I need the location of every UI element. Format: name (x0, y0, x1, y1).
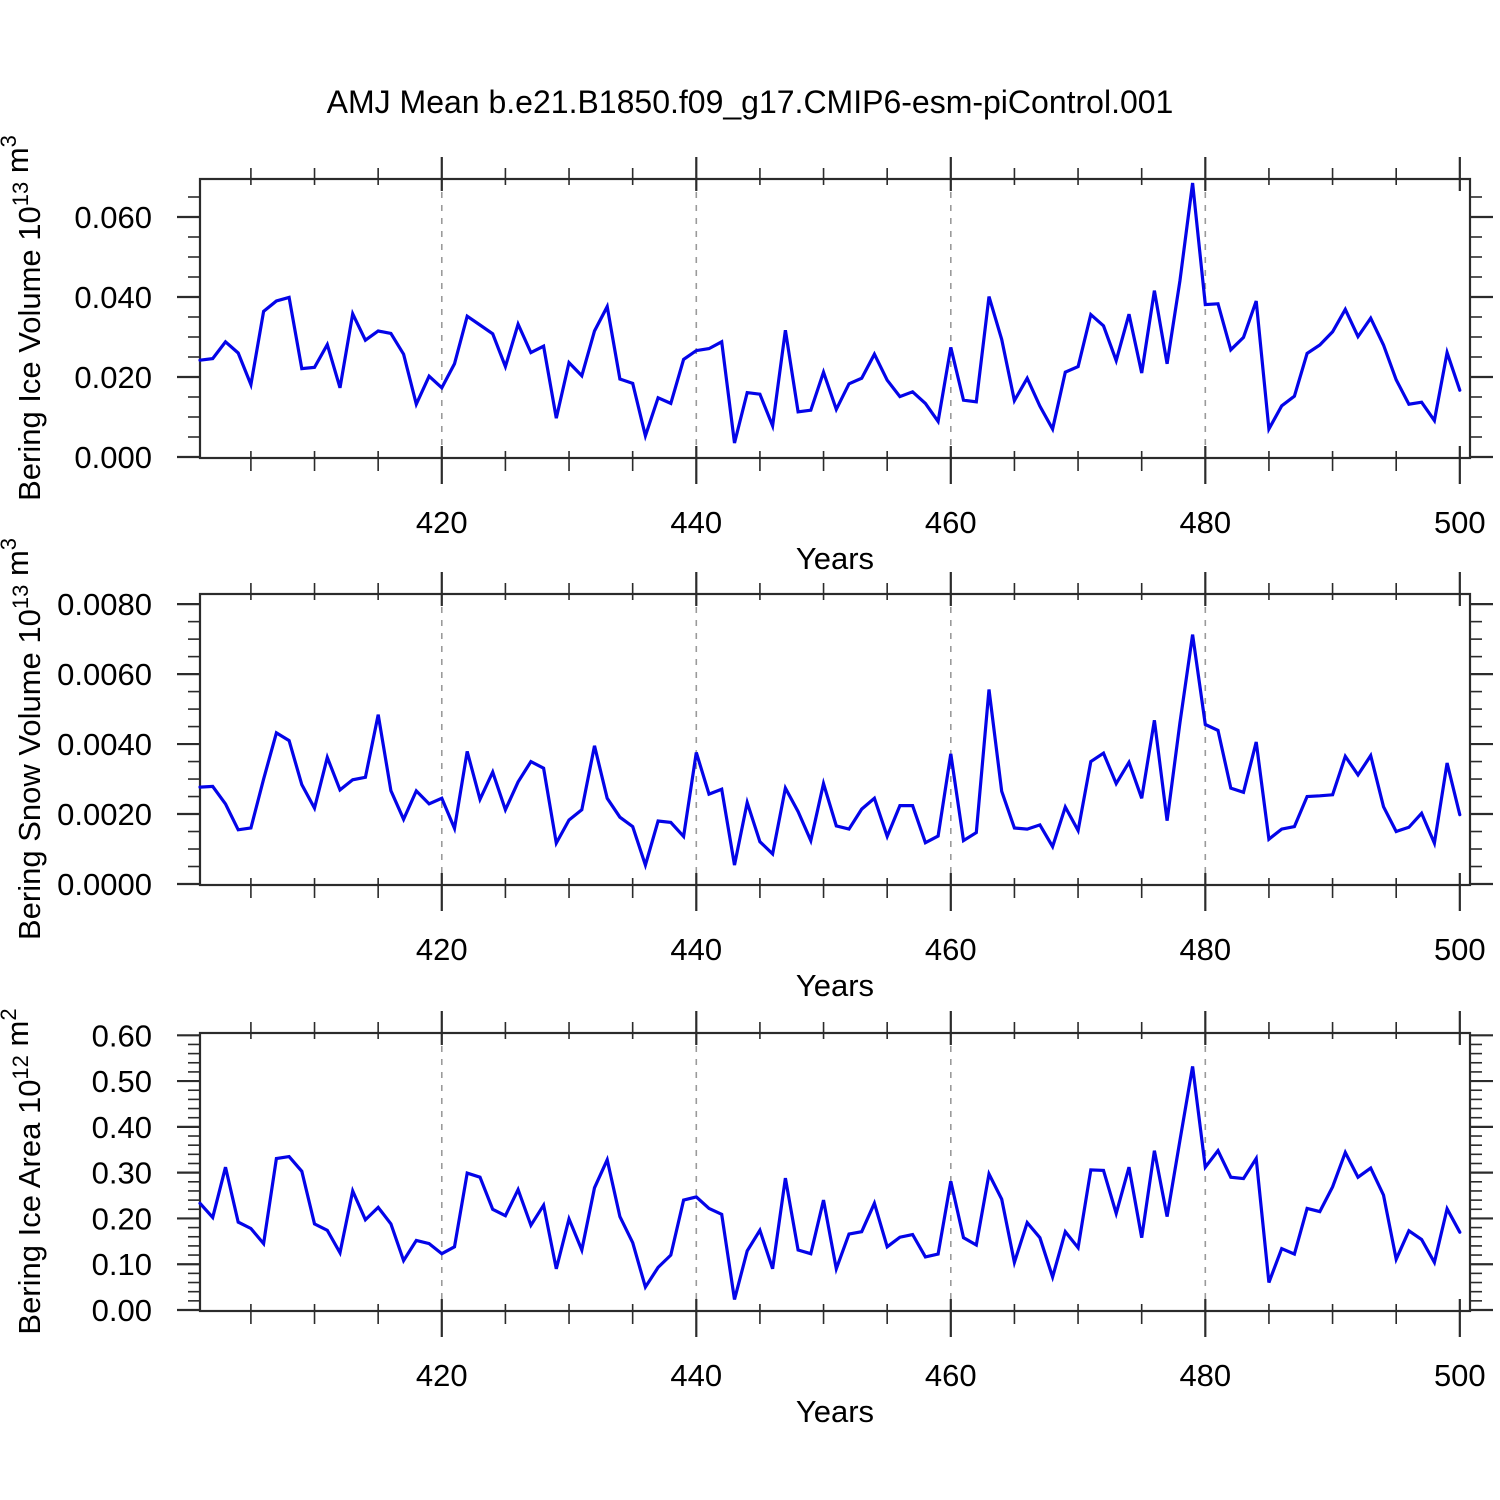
xlabel-years: Years (796, 1394, 874, 1429)
y-tick-label: 0.40 (92, 1110, 152, 1145)
y-tick-label: 0.20 (92, 1201, 152, 1236)
panel-bering-snow-volume: 0.0000 0.0020 0.0040 0.0060 0.0080 420 440 460 4… (0, 538, 1493, 1003)
x-tick-label: 420 (416, 505, 468, 540)
x-tick-label: 420 (416, 932, 468, 967)
x-tick-label: 420 (416, 1358, 468, 1393)
axes: 0.00 0.10 0.20 0.30 0.40 0.50 0.60 420 440 460 480… (92, 1011, 1493, 1393)
y-tick-label: 0.0000 (57, 867, 152, 902)
panel-bering-ice-area: 0.00 0.10 0.20 0.30 0.40 0.50 0.60 420 440 460 480… (0, 1008, 1493, 1429)
y-tick-label: 0.0020 (57, 797, 152, 832)
x-tick-label: 480 (1179, 932, 1231, 967)
x-tick-label: 500 (1434, 1358, 1486, 1393)
y-tick-label: 0.040 (74, 280, 152, 315)
x-tick-label: 440 (670, 1358, 722, 1393)
chart-title: AMJ Mean b.e21.B1850.f09_g17.CMIP6-esm-p… (326, 84, 1174, 120)
y-tick-label: 0.30 (92, 1156, 152, 1191)
x-tick-label: 440 (670, 932, 722, 967)
bering-snow-volume-series-line (198, 634, 1462, 871)
y-tick-label: 0.000 (74, 440, 152, 475)
y-tick-label: 0.00 (92, 1293, 152, 1328)
y-tick-label: 0.060 (74, 200, 152, 235)
x-tick-label: 460 (925, 932, 977, 967)
xlabel-years: Years (796, 968, 874, 1003)
bering-ice-area-series-line (198, 1066, 1462, 1300)
x-tick-label: 480 (1179, 1358, 1231, 1393)
x-tick-label: 500 (1434, 505, 1486, 540)
x-tick-label: 440 (670, 505, 722, 540)
y-tick-label: 0.50 (92, 1064, 152, 1099)
y-tick-label: 0.60 (92, 1018, 152, 1053)
x-tick-label: 500 (1434, 932, 1486, 967)
bering-ice-area-ylabel: Bering Ice Area 1012 m2 (0, 1008, 47, 1334)
y-tick-label: 0.10 (92, 1247, 152, 1282)
panel-bering-ice-volume: 0.000 0.020 0.040 0.060 420 440 460 480 500 Years… (0, 135, 1493, 576)
y-tick-label: 0.0060 (57, 657, 152, 692)
axes: 0.0000 0.0020 0.0040 0.0060 0.0080 420 440 460 4… (57, 572, 1493, 967)
y-tick-label: 0.0080 (57, 587, 152, 622)
bering-ice-volume-ylabel: Bering Ice Volume 1013 m3 (0, 135, 47, 501)
bering-ice-volume-series-line (198, 182, 1462, 444)
axes: 0.000 0.020 0.040 0.060 420 440 460 480 500 (74, 157, 1493, 540)
bering-snow-volume-ylabel: Bering Snow Volume 1013 m3 (0, 538, 47, 940)
gridlines (440, 594, 1207, 885)
xlabel-years: Years (796, 541, 874, 576)
x-tick-label: 480 (1179, 505, 1231, 540)
y-tick-label: 0.020 (74, 360, 152, 395)
x-tick-label: 460 (925, 505, 977, 540)
x-tick-label: 460 (925, 1358, 977, 1393)
y-tick-label: 0.0040 (57, 727, 152, 762)
